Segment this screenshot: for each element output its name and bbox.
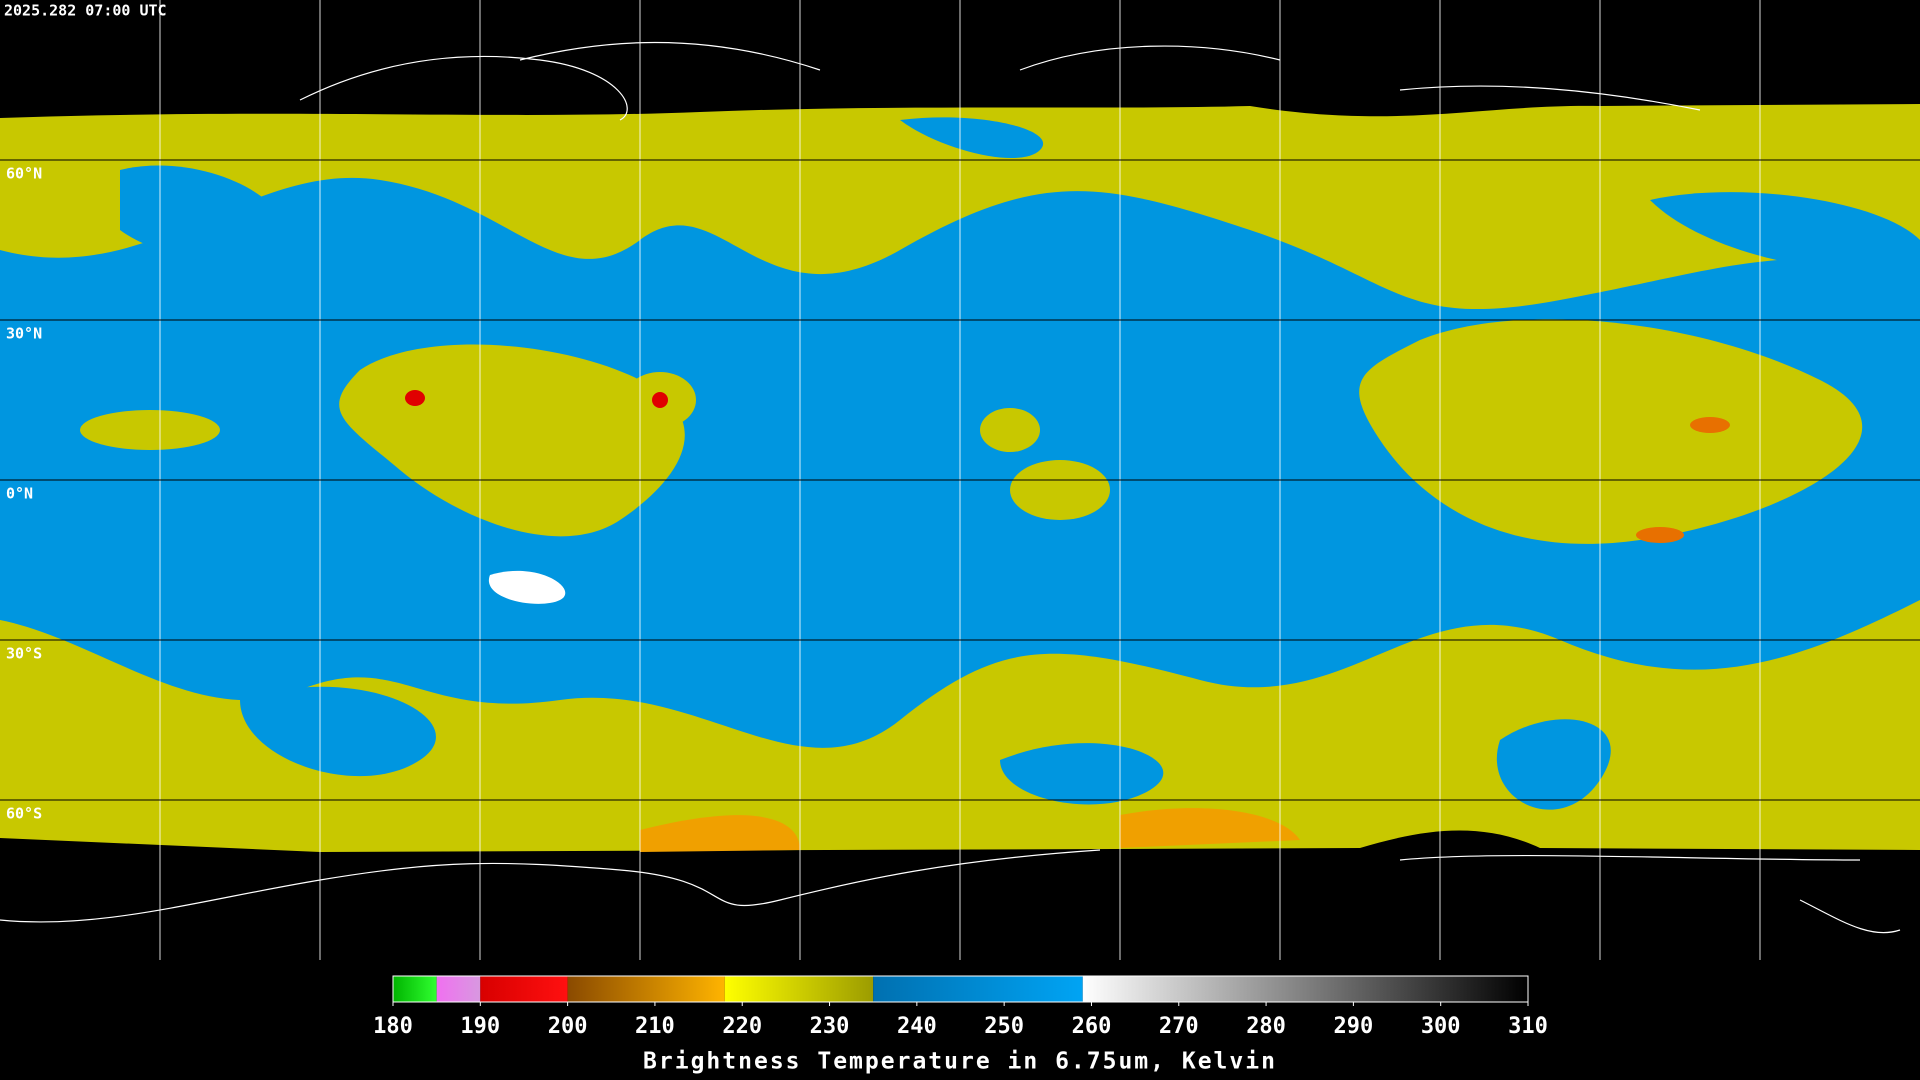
colorbar-tick-label: 280	[1246, 1014, 1286, 1039]
colorbar-segment	[393, 976, 437, 1002]
colorbar-segment	[480, 976, 568, 1002]
colorbar-segment	[1082, 976, 1528, 1002]
colorbar-tick-label: 230	[810, 1014, 850, 1039]
colorbar-tick-label: 310	[1508, 1014, 1548, 1039]
colorbar-segment	[873, 976, 1083, 1002]
colorbar: 180 190 200 210 220 230 240 250 260 270 280 290 300 3…	[373, 975, 1548, 1039]
lat-label: 30°N	[6, 325, 42, 343]
colorbar-tick-label: 250	[984, 1014, 1024, 1039]
colorbar-label: Brightness Temperature in 6.75um, Kelvin	[643, 1049, 1277, 1075]
colorbar-tick-label: 300	[1421, 1014, 1461, 1039]
polar-coastlines	[0, 41, 1901, 934]
latitude-grid: 60°N 30°N 0°N 30°S 60°S	[0, 159, 1920, 823]
lat-label: 60°S	[6, 805, 42, 823]
colorbar-tick-label: 210	[635, 1014, 675, 1039]
colorbar-frame	[392, 975, 1529, 1003]
colorbar-tick-label: 190	[460, 1014, 500, 1039]
colorbar-tick-label: 290	[1334, 1014, 1374, 1039]
colorbar-tick-label: 270	[1159, 1014, 1199, 1039]
colorbar-segment	[724, 976, 874, 1002]
colorbar-tick-label: 240	[897, 1014, 937, 1039]
colorbar-tick-label: 260	[1072, 1014, 1112, 1039]
colorbar-tick-label: 200	[548, 1014, 588, 1039]
timestamp: 2025.282 07:00 UTC	[4, 2, 167, 20]
lat-label: 0°N	[6, 485, 33, 503]
colorbar-tick-label: 220	[722, 1014, 762, 1039]
lat-label: 60°N	[6, 165, 42, 183]
colorbar-segment	[436, 976, 481, 1002]
lat-label: 30°S	[6, 645, 42, 663]
colorbar-tick-label: 180	[373, 1014, 413, 1039]
colorbar-segment	[567, 976, 725, 1002]
